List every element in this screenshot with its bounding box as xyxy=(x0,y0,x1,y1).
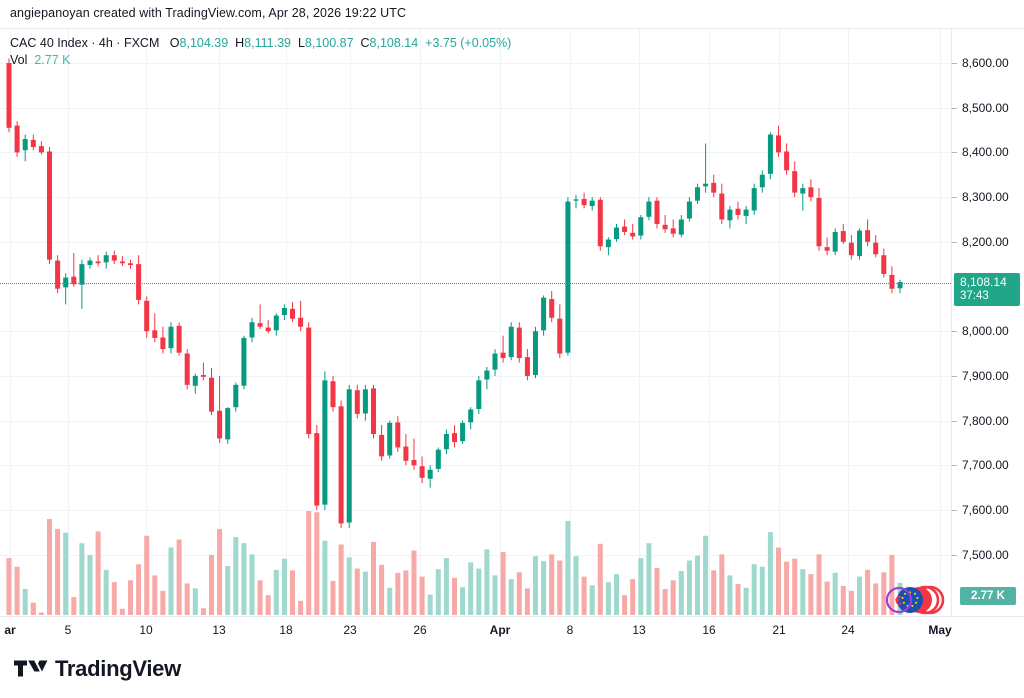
legend-volume-label: Vol xyxy=(10,53,28,67)
legend-symbol[interactable]: CAC 40 Index · 4h · FXCM xyxy=(10,36,160,50)
volume-bars-layer xyxy=(6,511,903,615)
price-tick-mark xyxy=(952,555,957,556)
legend-high-value: 8,111.39 xyxy=(244,36,291,50)
candlestick-series xyxy=(6,58,903,528)
bar-countdown: 37:43 xyxy=(960,289,989,302)
legend-close-label: C xyxy=(360,36,370,50)
legend-change-value: +3.75 (+0.05%) xyxy=(425,36,512,50)
time-tick-label: 13 xyxy=(212,623,226,637)
volume-badge: 2.77 K xyxy=(960,587,1016,605)
price-tick-label: 8,400.00 xyxy=(962,145,1009,160)
legend-close-value: 8,108.14 xyxy=(369,36,419,50)
price-scale-axis[interactable]: 8,108.14 37:43 2.77 K 8,600.00 8,500.00 8,… xyxy=(951,29,1024,617)
price-tick-mark xyxy=(952,376,957,377)
chart-plot-area[interactable]: CAC 40 Index · 4h · FXCM O8,104.39 H8,11… xyxy=(0,29,951,617)
chart-frame: CAC 40 Index · 4h · FXCM O8,104.39 H8,11… xyxy=(0,28,1024,617)
tradingview-wordmark: TradingView xyxy=(55,656,181,681)
time-tick-label: 23 xyxy=(343,623,357,637)
time-tick-label: 5 xyxy=(64,623,72,637)
legend-low-label: L xyxy=(297,36,305,50)
time-tick-label: May xyxy=(928,623,952,637)
price-tick-label: 8,500.00 xyxy=(962,100,1009,115)
price-tick-mark xyxy=(952,510,957,511)
current-price-line xyxy=(0,282,951,284)
price-tick-label: 8,300.00 xyxy=(962,190,1009,205)
time-tick-label: 26 xyxy=(413,623,427,637)
chart-legend: CAC 40 Index · 4h · FXCM O8,104.39 H8,11… xyxy=(10,35,511,69)
footer: TradingView xyxy=(0,646,1024,698)
price-tick-label: 7,600.00 xyxy=(962,503,1009,517)
price-tick-mark xyxy=(952,152,957,153)
legend-open-value: 8,104.39 xyxy=(179,36,229,50)
time-tick-label: 16 xyxy=(702,623,716,637)
time-tick-label: ar xyxy=(4,623,16,637)
legend-volume-value: 2.77 K xyxy=(34,53,71,67)
time-tick-label: 18 xyxy=(279,623,293,637)
tradingview-logo: TradingView xyxy=(14,656,181,682)
price-tick-mark xyxy=(952,331,957,332)
price-tick-mark xyxy=(952,108,957,109)
price-tick-mark xyxy=(952,63,957,64)
price-tick-label: 8,000.00 xyxy=(962,324,1009,339)
attribution-text: angiepanoyan created with TradingView.co… xyxy=(10,6,407,20)
time-tick-label: 10 xyxy=(139,623,153,637)
price-tick-mark xyxy=(952,197,957,198)
price-tick-label: 7,800.00 xyxy=(962,413,1009,428)
current-price-value: 8,108.14 xyxy=(960,274,1007,289)
legend-open-label: O xyxy=(169,36,180,50)
legend-high-label: H xyxy=(235,36,245,50)
price-tick-mark xyxy=(952,465,957,466)
time-tick-label: 8 xyxy=(566,623,574,637)
tradingview-mark-icon xyxy=(14,660,48,676)
price-tick-label: 7,700.00 xyxy=(962,458,1009,473)
price-tick-label: 8,600.00 xyxy=(962,56,1009,70)
legend-low-value: 8,100.87 xyxy=(304,36,354,50)
time-scale-axis[interactable]: ar 5 10 13 18 23 26 Apr 8 13 16 21 24 May xyxy=(0,616,1024,646)
time-tick-label: Apr xyxy=(489,623,511,637)
price-tick-mark xyxy=(952,242,957,243)
price-tick-label: 7,900.00 xyxy=(962,368,1009,383)
eu-flag-roundel-icon: € xyxy=(885,585,946,617)
current-price-badge: 8,108.14 37:43 xyxy=(954,272,1020,306)
time-tick-label: 21 xyxy=(772,623,786,637)
time-tick-label: 13 xyxy=(632,623,646,637)
svg-text:€: € xyxy=(895,593,902,608)
price-tick-label: 7,500.00 xyxy=(962,547,1009,562)
time-tick-label: 24 xyxy=(841,623,855,637)
price-tick-label: 8,200.00 xyxy=(962,234,1009,249)
price-tick-mark xyxy=(952,421,957,422)
